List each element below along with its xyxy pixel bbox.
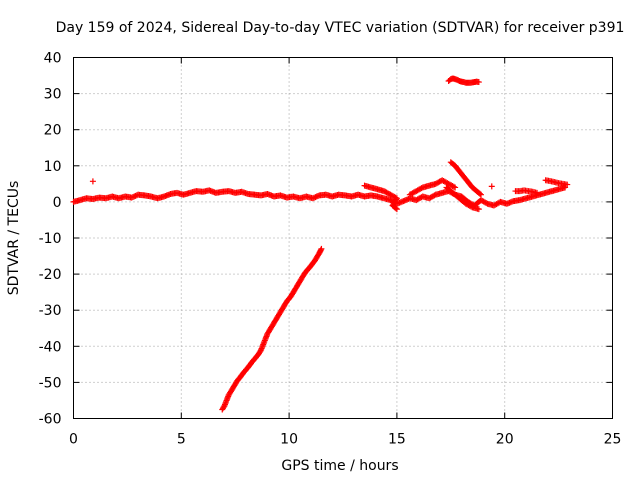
x-tick-label: 25 [604, 432, 622, 448]
y-tick-label: 10 [44, 159, 62, 175]
x-tick-label: 0 [69, 432, 78, 448]
data-point [475, 206, 482, 213]
series-outliers [89, 178, 495, 190]
data-point [318, 245, 325, 252]
series-segment-16-17 [406, 177, 459, 198]
data-point [477, 191, 484, 198]
data-point [476, 190, 483, 197]
y-tick-label: -50 [39, 375, 62, 391]
chart-title: Day 159 of 2024, Sidereal Day-to-day VTE… [56, 20, 625, 36]
y-tick-label: -60 [39, 412, 62, 428]
data-points [70, 75, 571, 413]
data-point [89, 178, 96, 185]
series-segment-17-18-low [443, 184, 482, 213]
series-segment-21-22 [512, 187, 541, 196]
y-tick-label: 0 [53, 195, 62, 211]
series-segment-17-19 [447, 159, 484, 198]
data-point [475, 79, 482, 86]
x-tick-label: 5 [177, 432, 186, 448]
axis-ticks: 0 5 10 15 20 25 -60 -50 -40 -30 -20 -10 0 10 20 30 40 [39, 51, 622, 448]
series-segment-13-15 [361, 182, 400, 213]
series-baseline [70, 184, 569, 209]
x-tick-label: 15 [388, 432, 406, 448]
x-axis-label: GPS time / hours [281, 458, 398, 474]
y-tick-label: -30 [39, 303, 62, 319]
y-tick-label: -20 [39, 267, 62, 283]
data-point [452, 184, 459, 191]
data-point [564, 181, 571, 188]
y-tick-label: 20 [44, 123, 62, 139]
y-axis-label: SDTVAR / TECUs [6, 181, 22, 296]
data-point [488, 183, 495, 190]
x-tick-label: 20 [496, 432, 514, 448]
grid [73, 57, 613, 419]
series-upper-cluster [445, 75, 482, 86]
y-tick-label: 30 [44, 87, 62, 103]
y-tick-label: -40 [39, 339, 62, 355]
y-tick-label: 40 [44, 51, 62, 67]
series-segment-22-23 [542, 177, 571, 188]
plot-frame [73, 57, 613, 419]
x-tick-label: 10 [280, 432, 298, 448]
y-tick-label: -10 [39, 231, 62, 247]
data-point [450, 183, 457, 190]
data-point [393, 206, 400, 213]
series-descending [219, 245, 325, 413]
data-point [534, 189, 541, 196]
data-point [392, 205, 399, 212]
